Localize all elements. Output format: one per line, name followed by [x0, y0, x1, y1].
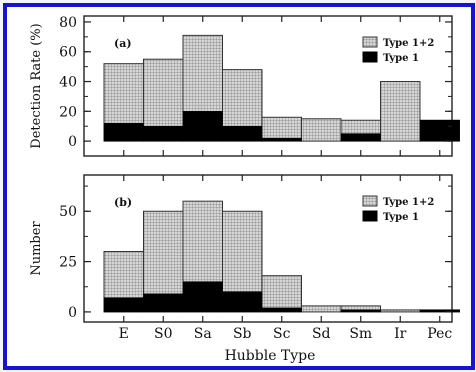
xtick-label-Pec: Pec: [427, 326, 452, 342]
bar-type1-a-Sb: [222, 125, 263, 142]
legend-swatch-type1-a: [362, 51, 378, 63]
bar-type1-b-E: [103, 297, 144, 313]
bar-type12-a-Sd: [301, 118, 342, 142]
legend-label-type1-a: Type 1: [383, 53, 419, 64]
bar-type1-a-Sm: [340, 133, 381, 142]
ytick-label-a-40: 40: [59, 75, 77, 91]
xtick-label-Sd: Sd: [312, 326, 331, 342]
bar-type12-a-Sc: [261, 116, 302, 142]
bar-type12-b-Sc: [261, 275, 302, 313]
legend-label-type12-b: Type 1+2: [383, 197, 434, 208]
legend-swatch-type1-b: [362, 210, 378, 222]
panel-b: 0 25 50 (b) Type 1+2 Type 1 Number: [29, 174, 460, 323]
bar-type12-a-Ir: [380, 81, 421, 142]
bar-type1-a-S0: [143, 125, 184, 142]
bar-type1-b-Sb: [222, 291, 263, 313]
bar-type1-b-Sa: [182, 281, 223, 313]
xtick-label-Sb: Sb: [233, 326, 252, 342]
xtick-label-Sa: Sa: [194, 326, 212, 342]
bar-type1-b-Sc: [261, 307, 302, 313]
legend-label-type12-a: Type 1+2: [383, 38, 434, 49]
bar-type1-b-S0: [143, 293, 184, 313]
panel-label-a: (a): [114, 37, 132, 50]
ytick-label-a-60: 60: [59, 45, 77, 61]
xtick-label-E: E: [119, 326, 129, 342]
ylabel-a: Detection Rate (%): [29, 23, 44, 148]
xtick-label-Sm: Sm: [349, 326, 372, 342]
xtick-label-Sc: Sc: [273, 326, 291, 342]
xlabel: Hubble Type: [225, 348, 316, 364]
legend-swatch-type12-b: [362, 195, 378, 207]
bar-type1-a-Sc: [261, 137, 302, 142]
bar-type12-b-Sd: [301, 305, 342, 313]
ytick-label-a-80: 80: [59, 15, 77, 31]
bar-type12-b-Ir: [380, 309, 421, 313]
ytick-label-b-50: 50: [59, 204, 77, 220]
bar-type1-b-Pec: [419, 309, 460, 313]
ytick-label-a-0: 0: [68, 134, 77, 150]
xtick-label-S0: S0: [154, 326, 173, 342]
ytick-label-a-20: 20: [59, 104, 77, 120]
xtick-label-Ir: Ir: [394, 326, 407, 342]
bar-type1-a-E: [103, 122, 144, 142]
legend-swatch-type12-a: [362, 36, 378, 48]
ytick-label-b-25: 25: [59, 255, 77, 271]
legend-label-type1-b: Type 1: [383, 212, 419, 223]
ylabel-b: Number: [29, 221, 44, 276]
panel-label-b: (b): [114, 196, 132, 209]
bar-type1-a-Pec: [419, 119, 460, 142]
bar-type1-a-Sa: [182, 111, 223, 142]
bar-type1-b-Sm: [340, 309, 381, 313]
ytick-label-b-0: 0: [68, 305, 77, 321]
x-axis: E S0 Sa Sb Sc Sd Sm Ir Pec Hubble Type: [119, 326, 453, 364]
panel-a: 0 20 40 60 80 (a) Type 1+2 Type 1 Detection Rate…: [29, 15, 460, 157]
